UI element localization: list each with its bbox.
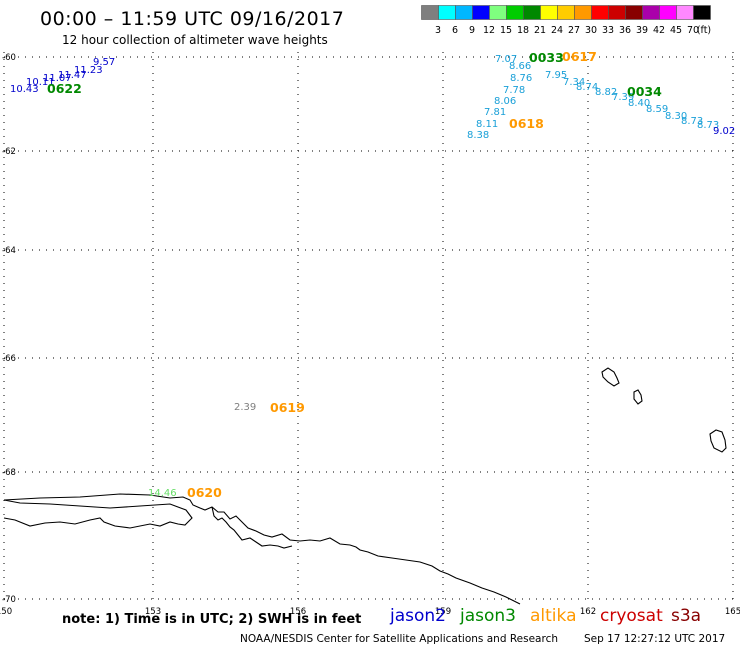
scale-tick-label: 12 [483,25,495,36]
wave-height-label: 7.78 [503,85,525,96]
wave-height-label: 8.11 [476,119,498,130]
latitude-tick-label: -68 [2,468,16,478]
scale-tick-label: 36 [619,25,631,36]
coast-inlet [3,499,193,529]
pass-time-label: 0618 [509,116,544,131]
generated-timestamp: Sep 17 12:27:12 UTC 2017 [584,633,726,645]
credit-line: NOAA/NESDIS Center for Satellite Applica… [240,633,558,645]
pass-time-label: 0619 [270,400,305,415]
footer-note: note: 1) Time is in UTC; 2) SWH is in fe… [62,612,362,627]
page-subtitle: 12 hour collection of altimeter wave hei… [62,33,328,47]
wave-height-label: 8.66 [509,61,531,72]
wave-height-label: 8.06 [494,96,516,107]
wave-height-label: 8.30 [665,111,687,122]
satellite-legend-jason2: jason2 [390,606,446,626]
wave-height-label: 11.23 [74,65,103,76]
wave-height-label: 11.47 [58,70,87,81]
scale-tick-label: 6 [452,25,458,36]
wave-height-label: 10.43 [10,84,39,95]
wave-height-label: 8.73 [697,120,719,131]
longitude-tick-label: 153 [145,607,161,617]
scale-tick-label: 42 [653,25,665,36]
wave-height-label: 14.46 [148,488,177,499]
wave-height-label: 11.07 [43,73,72,84]
scale-tick-label: 39 [636,25,648,36]
wave-height-label: 8.76 [510,73,532,84]
wave-height-label: 7.07 [495,54,517,65]
satellite-legend-altika: altika [530,606,577,626]
wave-height-label: 7.81 [484,107,506,118]
satellite-legend-cryosat: cryosat [600,606,663,626]
wave-height-label: 8.74 [576,82,598,93]
wave-height-label: 10.11 [26,77,55,88]
latitude-tick-label: -60 [2,53,16,63]
scale-tick-label: 33 [602,25,614,36]
scale-tick-label: 70 [687,25,699,36]
wave-height-label: 7.95 [545,70,567,81]
latitude-tick-label: -62 [2,147,16,157]
antarctic-coastline [3,493,521,605]
scale-tick-label: 30 [585,25,597,36]
pass-time-label: 0622 [47,81,82,96]
scale-unit: (ft) [697,25,711,36]
map-grid [3,52,736,604]
longitude-tick-label: 162 [580,607,596,617]
scale-tick-label: 3 [435,25,441,36]
scale-swatch [693,5,711,20]
wave-height-label: 8.38 [467,130,489,141]
scale-tick-label: 9 [469,25,475,36]
pass-time-label: 0620 [187,485,222,500]
satellite-legend-s3a: s3a [671,606,702,626]
scale-tick-label: 18 [517,25,529,36]
wave-height-label: 8.59 [646,104,668,115]
coast-shelf [211,506,293,549]
wave-height-label: 9.02 [713,126,735,137]
wave-height-label: 2.39 [234,402,256,413]
scale-tick-label: 27 [568,25,580,36]
longitude-tick-label: 156 [290,607,306,617]
latitude-tick-label: -70 [2,595,16,605]
pass-time-label: 0034 [627,84,662,99]
longitude-tick-label: 159 [435,607,451,617]
pass-time-label: 0617 [562,49,597,64]
longitude-tick-label: 165 [725,607,740,617]
island-2 [633,389,643,405]
color-scale-legend: 3 6 9 12 15 18 21 24 27 30 33 36 39 42 45 70(ft) [421,5,711,36]
island-3 [709,429,727,453]
wave-height-label: 8.73 [681,116,703,127]
latitude-tick-label: -64 [2,246,16,256]
wave-height-label: 7.39 [612,92,634,103]
pass-time-label: 0033 [529,50,564,65]
latitude-tick-label: -66 [2,354,16,364]
longitude-tick-label: 150 [0,607,12,617]
wave-height-label: 8.82 [595,87,617,98]
map-axes: 150 153 156 159 162 165 -60 -62 -64 -66 -68 -70 [0,53,740,617]
scale-tick-label: 45 [670,25,682,36]
coastline [3,367,727,605]
scale-tick-label: 21 [534,25,546,36]
wave-height-label: 9.57 [93,57,115,68]
satellite-legend-jason3: jason3 [460,606,516,626]
scale-tick-label: 15 [500,25,512,36]
wave-height-label: 8.40 [628,98,650,109]
wave-height-label: 7.34 [563,77,585,88]
island-1 [601,367,620,387]
scale-tick-label: 24 [551,25,563,36]
page-title: 00:00 – 11:59 UTC 09/16/2017 [40,8,345,30]
